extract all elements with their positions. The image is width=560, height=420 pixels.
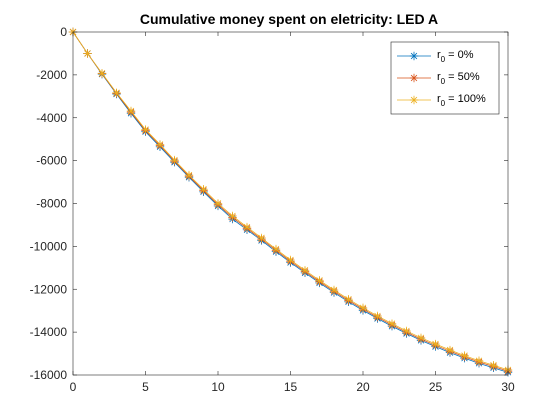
y-tick-label: -16000 [30,368,68,382]
x-tick-label: 0 [70,380,77,394]
x-tick-label: 10 [211,380,225,394]
data-point [445,345,455,355]
x-tick-label: 30 [501,380,515,394]
data-point [373,311,382,321]
data-point [97,69,107,78]
y-tick-label: -12000 [30,282,68,296]
data-point [83,49,92,58]
data-point [329,285,339,295]
data-point [474,356,484,365]
legend-marker-0 [409,51,419,61]
data-point [460,351,469,360]
data-point [300,266,310,275]
data-point [387,319,397,328]
legend-label-1: r0 = 50% [437,71,480,86]
x-tick-label: 15 [284,380,298,394]
y-tick-label: 0 [60,25,67,39]
data-point [228,211,237,221]
data-point [286,255,295,265]
data-point [257,233,266,243]
chart-title: Cumulative money spent on eletricity: LE… [140,11,438,27]
data-point [199,185,208,194]
legend-label-2: r0 = 100% [437,93,486,108]
x-tick-label: 25 [429,380,443,394]
y-tick-label: -6000 [36,154,67,168]
data-point [126,106,136,116]
data-point [271,244,281,254]
data-point [170,155,179,165]
data-point [489,361,498,370]
data-point [112,88,121,97]
data-point [315,276,324,285]
y-tick-label: -14000 [30,325,68,339]
x-tick-label: 5 [142,380,149,394]
data-point [358,303,368,312]
data-point [344,295,353,304]
legend: r0 = 0% r0 = 50% r0 = 100% [390,41,500,115]
data-point [213,199,223,208]
y-tick-label: -4000 [36,111,67,125]
legend-marker-1 [409,73,419,83]
data-point [242,222,252,232]
y-tick-label: -2000 [36,68,67,82]
data-point [431,339,440,349]
data-point [416,333,426,343]
data-point [155,140,165,149]
data-point [402,326,411,336]
y-tick-label: -10000 [30,239,68,253]
data-point [184,170,194,180]
legend-marker-2 [409,95,419,105]
data-point [141,125,150,134]
y-tick-label: -8000 [36,197,67,211]
x-tick-label: 20 [356,380,370,394]
legend-label-0: r0 = 0% [437,49,474,64]
